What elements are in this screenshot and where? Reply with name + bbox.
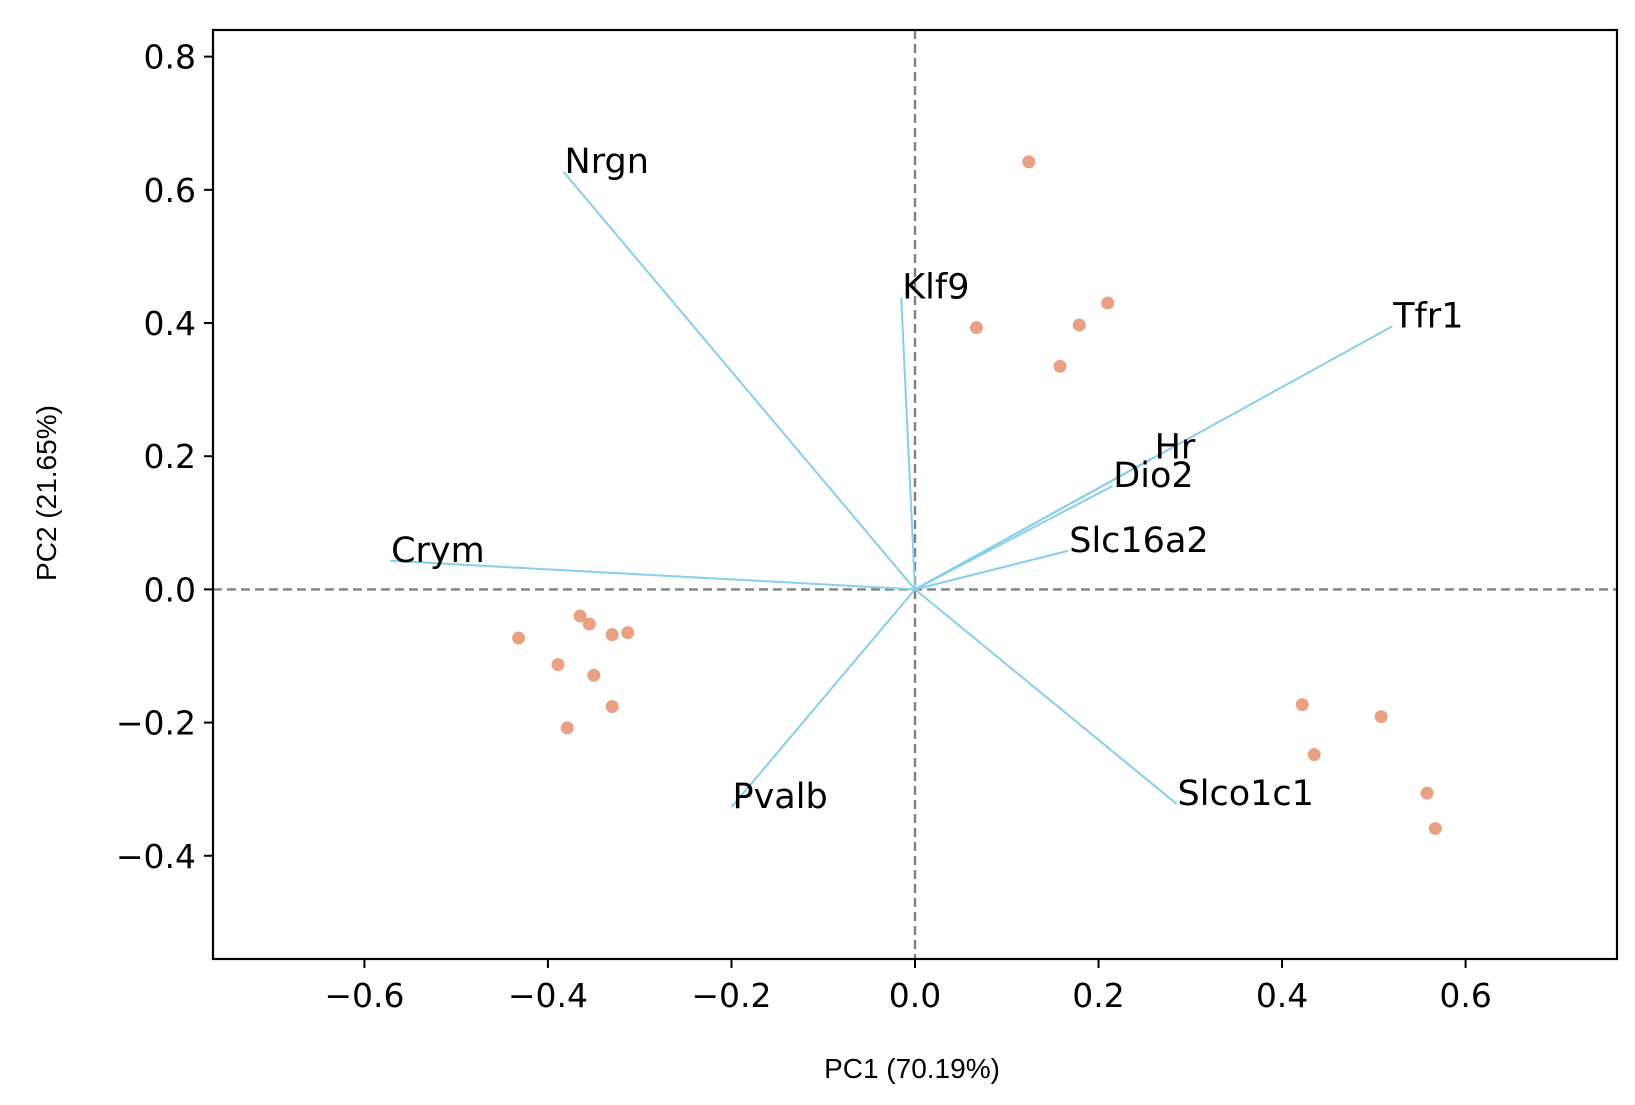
score-point <box>1421 787 1434 800</box>
vector-label-slc16a2: Slc16a2 <box>1069 521 1208 561</box>
vector-label-tfr1: Tfr1 <box>1392 296 1463 336</box>
y-tick-label: −0.4 <box>116 837 196 876</box>
x-tick-label: 0.2 <box>1072 976 1124 1015</box>
vector-label-klf9: Klf9 <box>902 268 969 308</box>
score-point <box>561 721 574 734</box>
score-point <box>1375 710 1388 723</box>
score-point <box>512 632 525 645</box>
y-tick-label: −0.2 <box>116 704 196 743</box>
score-point <box>1101 297 1114 310</box>
vector-label-pvalb: Pvalb <box>732 777 827 817</box>
score-point <box>1022 155 1035 168</box>
y-tick-label: 0.2 <box>144 437 196 476</box>
vector-label-slco1c1: Slco1c1 <box>1178 774 1314 814</box>
y-tick-label: 0.6 <box>144 171 196 210</box>
x-tick-label: 0.4 <box>1256 976 1308 1015</box>
vector-label-crym: Crym <box>391 531 485 571</box>
score-point <box>1308 748 1321 761</box>
score-point <box>583 618 596 631</box>
score-point <box>606 628 619 641</box>
y-tick-label: 0.8 <box>144 38 196 77</box>
score-point <box>621 626 634 639</box>
vector-label-dio2: Dio2 <box>1113 456 1193 496</box>
x-tick-label: −0.2 <box>691 976 771 1015</box>
y-axis-title: PC2 (21.65%) <box>31 405 62 581</box>
y-tick-label: 0.4 <box>144 304 196 343</box>
vector-label-nrgn: Nrgn <box>565 142 649 182</box>
score-point <box>1053 360 1066 373</box>
x-tick-label: −0.6 <box>324 976 404 1015</box>
score-point <box>1073 319 1086 332</box>
score-point <box>1296 698 1309 711</box>
score-point <box>552 658 565 671</box>
y-tick-label: 0.0 <box>144 570 196 609</box>
x-tick-label: 0.0 <box>889 976 941 1015</box>
score-point <box>587 669 600 682</box>
score-point <box>1429 822 1442 835</box>
x-tick-label: 0.6 <box>1439 976 1491 1015</box>
score-point <box>970 321 983 334</box>
x-tick-label: −0.4 <box>508 976 588 1015</box>
x-axis-title: PC1 (70.19%) <box>824 1053 1000 1084</box>
score-point <box>606 700 619 713</box>
